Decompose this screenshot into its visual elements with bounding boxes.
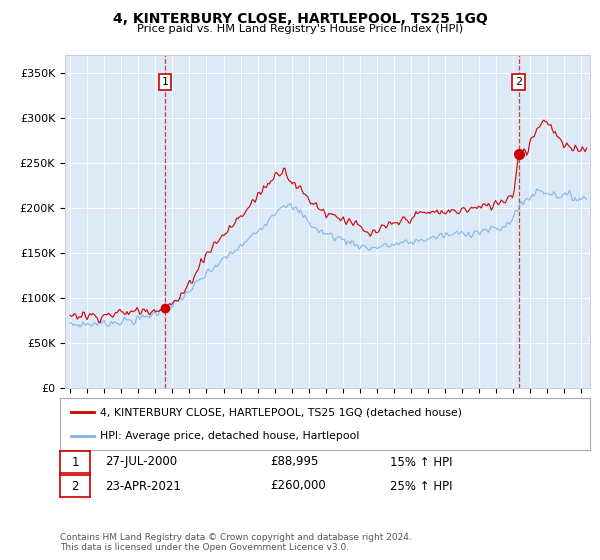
Text: £260,000: £260,000 <box>270 479 326 492</box>
Text: Price paid vs. HM Land Registry's House Price Index (HPI): Price paid vs. HM Land Registry's House … <box>137 24 463 34</box>
Text: 15% ↑ HPI: 15% ↑ HPI <box>390 455 452 469</box>
Text: Contains HM Land Registry data © Crown copyright and database right 2024.
This d: Contains HM Land Registry data © Crown c… <box>60 533 412 552</box>
Text: 2: 2 <box>515 77 522 87</box>
Text: 1: 1 <box>71 455 79 469</box>
Text: 1: 1 <box>161 77 169 87</box>
Text: 4, KINTERBURY CLOSE, HARTLEPOOL, TS25 1GQ: 4, KINTERBURY CLOSE, HARTLEPOOL, TS25 1G… <box>113 12 487 26</box>
Text: HPI: Average price, detached house, Hartlepool: HPI: Average price, detached house, Hart… <box>100 431 359 441</box>
Text: 25% ↑ HPI: 25% ↑ HPI <box>390 479 452 492</box>
Text: 27-JUL-2000: 27-JUL-2000 <box>105 455 177 469</box>
Text: 4, KINTERBURY CLOSE, HARTLEPOOL, TS25 1GQ (detached house): 4, KINTERBURY CLOSE, HARTLEPOOL, TS25 1G… <box>100 407 462 417</box>
Text: 23-APR-2021: 23-APR-2021 <box>105 479 181 492</box>
Text: £88,995: £88,995 <box>270 455 319 469</box>
Text: 2: 2 <box>71 479 79 492</box>
